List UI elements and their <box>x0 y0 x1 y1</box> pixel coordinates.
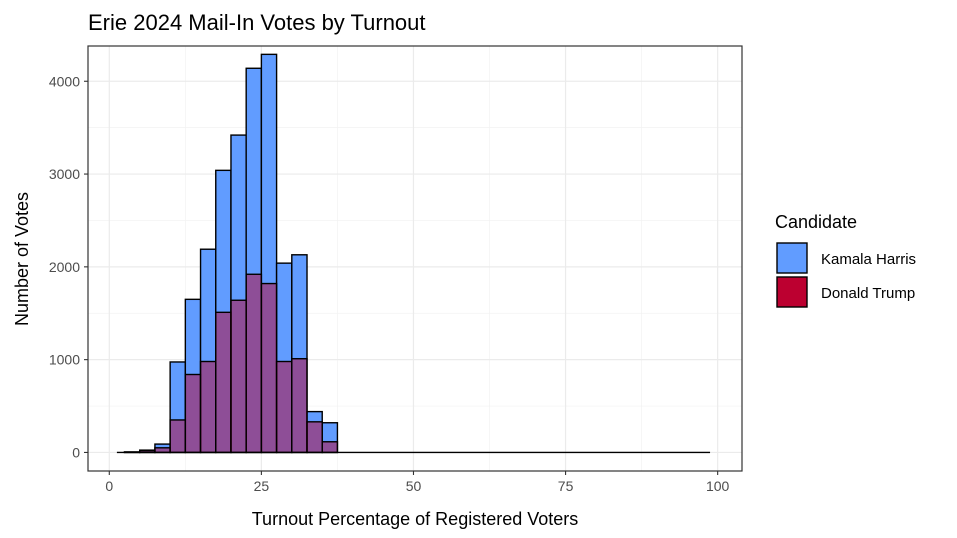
trump-bar <box>169 419 187 454</box>
legend-label: Donald Trump <box>821 285 915 302</box>
trump-bar <box>215 311 232 454</box>
y-axis-title: Number of Votes <box>12 192 32 326</box>
y-axis: 0 1000 2000 3000 4000 <box>49 73 88 460</box>
y-tick-label: 0 <box>72 444 80 460</box>
y-tick-label: 2000 <box>49 259 80 275</box>
trump-bar <box>291 358 308 454</box>
trump-bar <box>199 360 217 454</box>
x-tick-label: 25 <box>254 478 270 494</box>
trump-bar <box>230 299 247 454</box>
x-axis: 0 25 50 75 100 <box>105 471 730 494</box>
x-tick-label: 75 <box>558 478 574 494</box>
legend-title: Candidate <box>775 212 857 232</box>
plot-border <box>87 45 743 472</box>
trump-bar <box>184 373 202 454</box>
legend-items: Kamala Harris Donald Trump <box>776 242 916 308</box>
legend-swatch <box>776 276 808 308</box>
y-tick-label: 3000 <box>49 166 80 182</box>
x-tick-label: 0 <box>105 478 113 494</box>
trump-bar <box>245 273 263 454</box>
y-tick-label: 4000 <box>49 73 80 89</box>
trump-bar <box>260 282 278 454</box>
trump-bar <box>306 421 323 454</box>
trump-bar <box>321 441 339 454</box>
x-axis-title: Turnout Percentage of Registered Voters <box>252 509 579 529</box>
x-tick-label: 50 <box>406 478 422 494</box>
legend-swatch <box>776 242 808 274</box>
legend-label: Kamala Harris <box>821 251 916 268</box>
chart-title: Erie 2024 Mail-In Votes by Turnout <box>88 10 426 35</box>
x-tick-label: 100 <box>706 478 730 494</box>
legend: Candidate Kamala Harris Donald Trump <box>775 212 916 308</box>
bars-layer <box>116 53 711 454</box>
trump-bar <box>275 360 293 454</box>
minor-grid <box>88 46 742 471</box>
y-tick-label: 1000 <box>49 352 80 368</box>
